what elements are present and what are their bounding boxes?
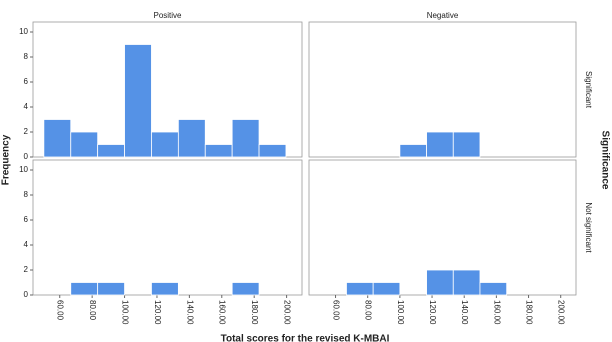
histogram-bar (124, 44, 152, 158)
row-facet-label: Significance (599, 131, 610, 190)
y-tick-label: 2 (24, 265, 29, 274)
histogram-bar (231, 282, 260, 296)
histogram-bar (452, 269, 481, 296)
y-tick-label: 4 (24, 102, 29, 111)
y-tick-label: 0 (24, 290, 29, 299)
x-tick-label: 60.00 (56, 300, 65, 321)
histogram-bar (43, 119, 72, 158)
y-tick-label: 10 (19, 165, 28, 174)
histogram-bar (97, 144, 125, 158)
y-tick-label: 0 (24, 152, 29, 161)
histogram-bar (177, 119, 206, 158)
y-axis-label: Frequency (1, 134, 12, 185)
panel-frame (32, 159, 303, 296)
y-tick-label: 10 (19, 27, 28, 36)
x-tick-label: 180.00 (250, 300, 259, 325)
y-tick-label: 8 (24, 190, 29, 199)
x-tick-label: 180.00 (524, 300, 533, 325)
histogram-bar (258, 144, 287, 158)
x-tick-label: 120.00 (428, 300, 437, 325)
x-tick-label: 120.00 (153, 300, 162, 325)
row-header: Not significant (584, 202, 593, 253)
histogram-bar (452, 131, 481, 158)
x-tick-label: 80.00 (88, 300, 97, 321)
x-tick-label: 160.00 (492, 300, 501, 325)
column-header: Negative (427, 11, 459, 20)
x-tick-label: 160.00 (218, 300, 227, 325)
histogram-bar (426, 131, 454, 158)
y-tick-label: 6 (24, 215, 29, 224)
histogram-bar (151, 131, 179, 158)
histogram-bar (70, 282, 99, 296)
x-tick-label: 80.00 (364, 300, 373, 321)
histogram-bar (479, 282, 508, 296)
y-tick-label: 2 (24, 127, 29, 136)
x-tick-label: 140.00 (185, 300, 194, 325)
column-header: Positive (153, 11, 182, 20)
y-tick-label: 8 (24, 52, 29, 61)
histogram-bar (399, 144, 427, 158)
row-header: Significant (584, 71, 593, 109)
y-tick-label: 4 (24, 240, 29, 249)
histogram-bar (97, 282, 125, 296)
x-tick-label: 200.00 (557, 300, 566, 325)
histogram-bar (346, 282, 374, 296)
x-axis-label: Total scores for the revised K-MBAI (221, 334, 390, 342)
x-tick-label: 100.00 (120, 300, 129, 325)
x-tick-label: 140.00 (460, 300, 469, 325)
histogram-bar (204, 144, 233, 158)
histogram-bar (426, 269, 454, 296)
x-tick-label: 60.00 (331, 300, 340, 321)
x-tick-label: 100.00 (396, 300, 405, 325)
x-tick-label: 200.00 (282, 300, 291, 325)
histogram-bar (70, 131, 99, 158)
histogram-bar (231, 119, 260, 158)
histogram-bar (151, 282, 179, 296)
y-tick-label: 6 (24, 77, 29, 86)
histogram-bar (372, 282, 401, 296)
